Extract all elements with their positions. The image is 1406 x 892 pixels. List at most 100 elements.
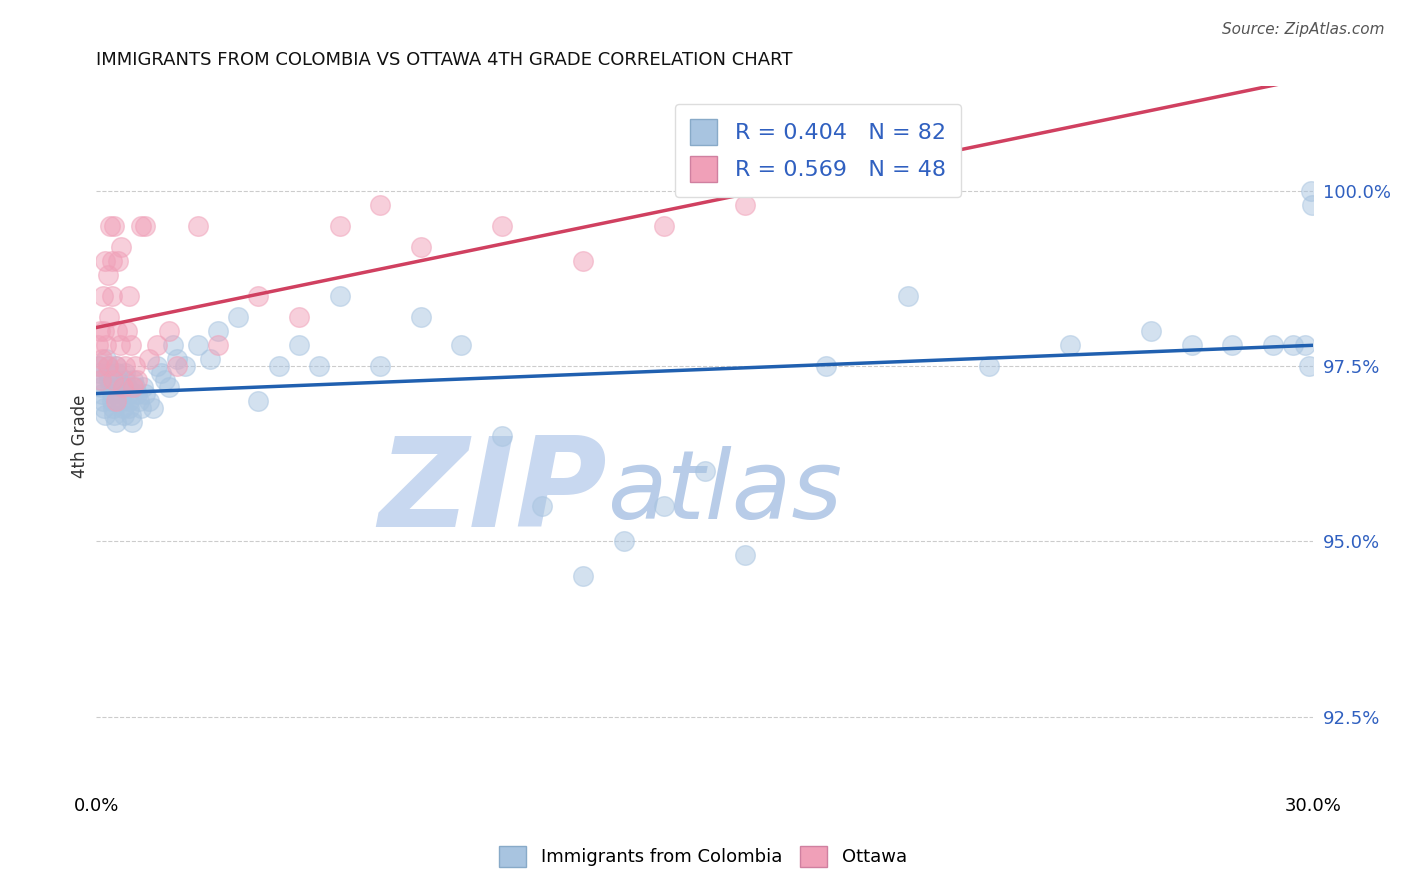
- Point: [1261, 338, 1284, 352]
- Text: IMMIGRANTS FROM COLOMBIA VS OTTAWA 4TH GRADE CORRELATION CHART: IMMIGRANTS FROM COLOMBIA VS OTTAWA 4TH G…: [96, 51, 793, 69]
- Point: [96, 359, 118, 373]
- Point: [162, 338, 184, 352]
- Point: [101, 394, 124, 409]
- Point: [111, 380, 134, 394]
- Point: [93, 394, 115, 409]
- Point: [734, 549, 756, 563]
- Legend: Immigrants from Colombia, Ottawa: Immigrants from Colombia, Ottawa: [492, 838, 914, 874]
- Point: [89, 366, 111, 380]
- Point: [104, 415, 127, 429]
- Point: [174, 359, 197, 373]
- Point: [308, 359, 330, 373]
- Point: [693, 464, 716, 478]
- Point: [247, 394, 270, 409]
- Point: [1301, 198, 1323, 212]
- Point: [124, 380, 146, 394]
- Point: [897, 289, 920, 303]
- Point: [89, 359, 111, 373]
- Point: [100, 219, 122, 233]
- Point: [977, 359, 1000, 373]
- Point: [91, 387, 114, 401]
- Point: [117, 387, 139, 401]
- Point: [409, 310, 432, 324]
- Point: [652, 219, 675, 233]
- Point: [613, 534, 636, 549]
- Point: [207, 324, 229, 338]
- Point: [146, 338, 169, 352]
- Point: [491, 219, 513, 233]
- Point: [100, 387, 122, 401]
- Point: [96, 351, 118, 366]
- Point: [103, 373, 125, 387]
- Point: [91, 351, 114, 366]
- Point: [114, 366, 136, 380]
- Point: [226, 310, 249, 324]
- Point: [98, 373, 121, 387]
- Point: [118, 401, 141, 416]
- Point: [110, 394, 132, 409]
- Point: [187, 338, 209, 352]
- Point: [121, 415, 143, 429]
- Point: [87, 338, 110, 352]
- Point: [110, 240, 132, 254]
- Point: [247, 289, 270, 303]
- Point: [1220, 338, 1243, 352]
- Point: [153, 373, 176, 387]
- Point: [572, 569, 595, 583]
- Point: [93, 401, 115, 416]
- Point: [288, 310, 311, 324]
- Point: [124, 359, 146, 373]
- Point: [97, 359, 120, 373]
- Point: [114, 359, 136, 373]
- Point: [114, 373, 136, 387]
- Point: [1140, 324, 1163, 338]
- Point: [107, 253, 129, 268]
- Point: [108, 338, 131, 352]
- Point: [157, 380, 180, 394]
- Point: [117, 289, 139, 303]
- Point: [120, 408, 142, 422]
- Point: [100, 289, 122, 303]
- Point: [134, 219, 156, 233]
- Point: [409, 240, 432, 254]
- Point: [94, 253, 117, 268]
- Point: [89, 324, 111, 338]
- Point: [207, 338, 229, 352]
- Point: [98, 310, 121, 324]
- Point: [288, 338, 311, 352]
- Point: [90, 373, 112, 387]
- Point: [121, 373, 143, 387]
- Point: [107, 373, 129, 387]
- Point: [105, 366, 128, 380]
- Point: [491, 429, 513, 443]
- Legend: R = 0.404   N = 82, R = 0.569   N = 48: R = 0.404 N = 82, R = 0.569 N = 48: [675, 103, 962, 197]
- Point: [734, 198, 756, 212]
- Point: [128, 394, 150, 409]
- Point: [103, 408, 125, 422]
- Point: [1180, 338, 1202, 352]
- Y-axis label: 4th Grade: 4th Grade: [72, 394, 89, 478]
- Point: [94, 408, 117, 422]
- Point: [96, 338, 118, 352]
- Point: [138, 394, 160, 409]
- Text: atlas: atlas: [607, 446, 842, 539]
- Point: [187, 219, 209, 233]
- Point: [101, 253, 124, 268]
- Point: [1059, 338, 1081, 352]
- Point: [125, 387, 148, 401]
- Point: [368, 198, 391, 212]
- Point: [100, 380, 122, 394]
- Point: [105, 359, 128, 373]
- Point: [138, 351, 160, 366]
- Point: [150, 366, 173, 380]
- Point: [129, 219, 152, 233]
- Point: [117, 394, 139, 409]
- Point: [267, 359, 290, 373]
- Point: [111, 401, 134, 416]
- Text: Source: ZipAtlas.com: Source: ZipAtlas.com: [1222, 22, 1385, 37]
- Point: [329, 289, 352, 303]
- Point: [125, 373, 148, 387]
- Point: [329, 219, 352, 233]
- Point: [1294, 338, 1316, 352]
- Point: [198, 351, 221, 366]
